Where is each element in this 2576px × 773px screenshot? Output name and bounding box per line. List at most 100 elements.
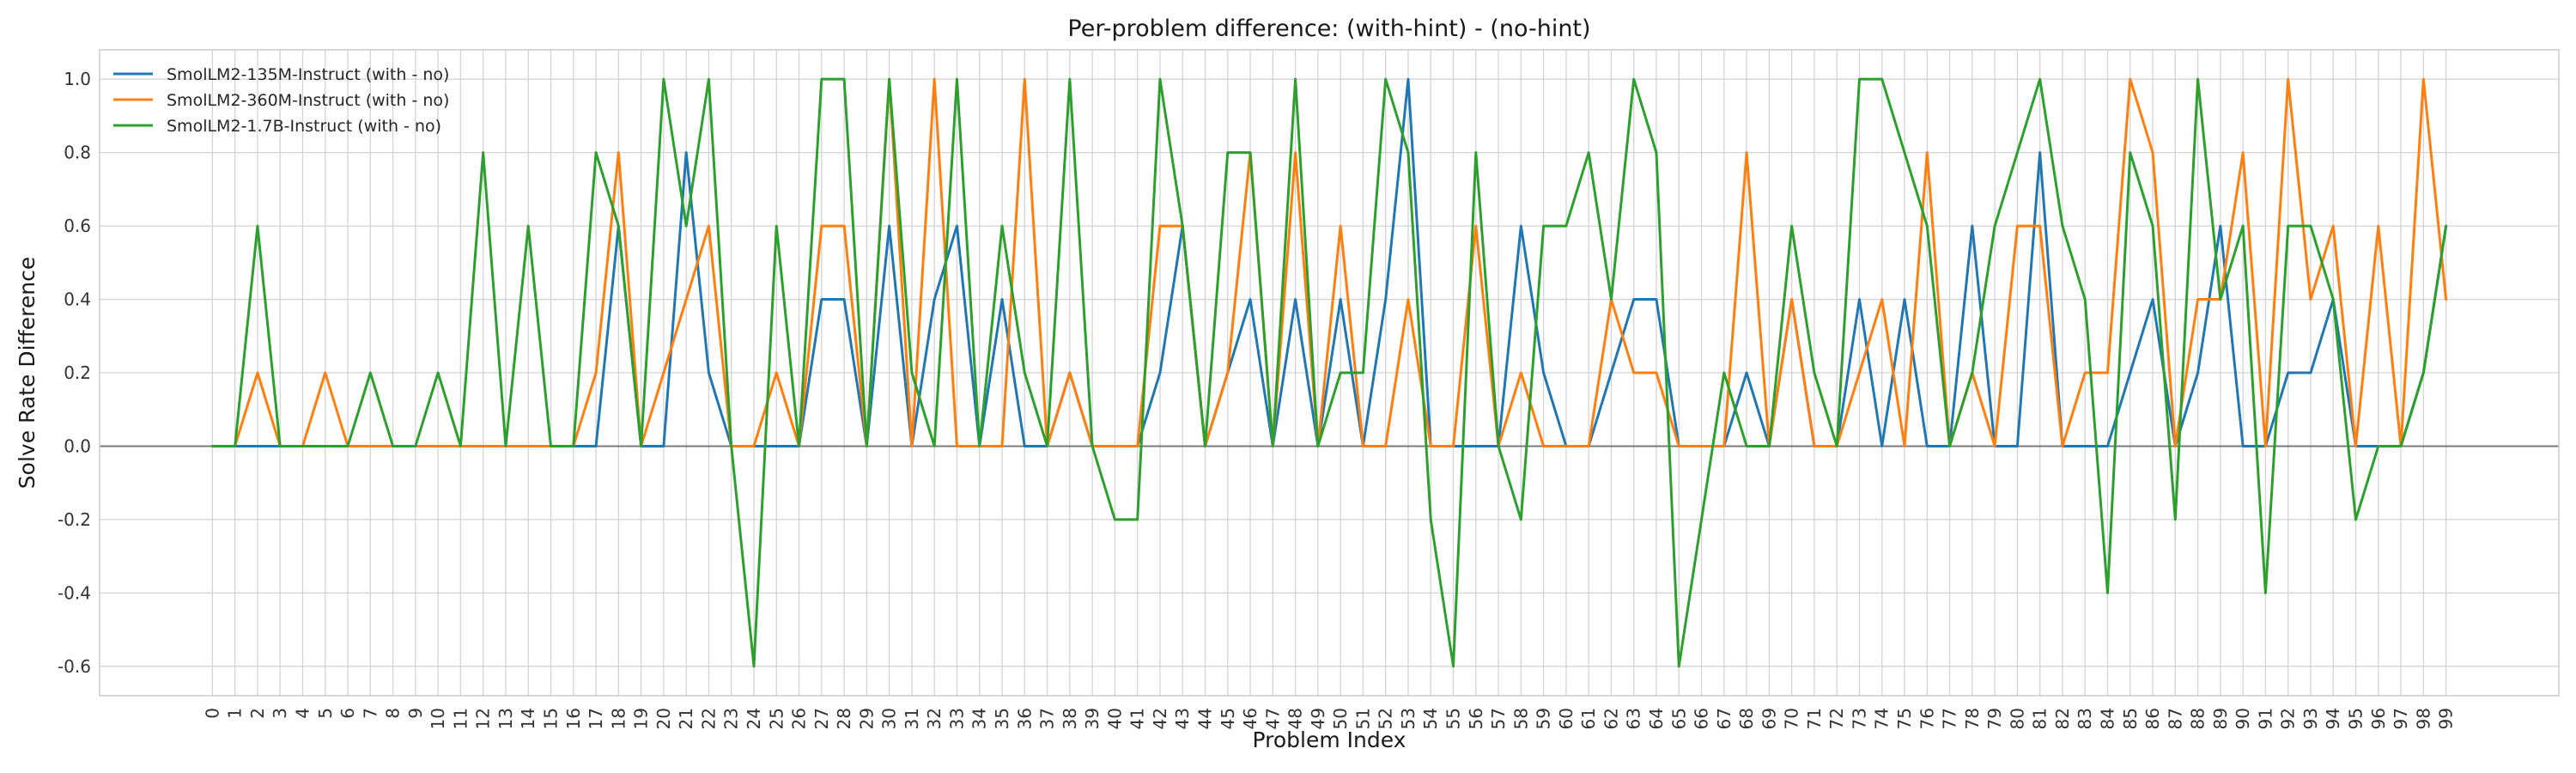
y-axis-label: Solve Rate Difference (15, 257, 39, 489)
x-tick-label: 48 (1285, 708, 1306, 729)
x-tick-label: 27 (811, 708, 832, 729)
x-tick-label: 24 (744, 708, 764, 729)
y-tick-label: 1.0 (64, 69, 91, 89)
x-tick-label: 70 (1782, 708, 1802, 729)
x-tick-label: 82 (2052, 708, 2073, 729)
x-tick-label: 2 (247, 708, 268, 719)
x-tick-label: 81 (2030, 708, 2050, 729)
y-axis-ticks: -0.6 -0.4 -0.2 0.0 0.2 0.4 0.6 0.8 1.0 (58, 69, 91, 677)
x-tick-label: 84 (2097, 708, 2117, 729)
series-line-3 (210, 77, 2448, 668)
x-tick-label: 0 (202, 708, 222, 719)
x-tick-label: 52 (1376, 708, 1396, 729)
x-tick-label: 71 (1804, 708, 1825, 729)
x-tick-label: 94 (2323, 708, 2343, 729)
x-tick-label: 90 (2233, 708, 2253, 729)
x-tick-label: 22 (698, 708, 719, 729)
x-tick-label: 3 (270, 708, 290, 719)
plot-frame (99, 49, 2560, 697)
x-tick-label: 60 (1556, 708, 1577, 729)
x-tick-label: 23 (721, 708, 742, 729)
x-tick-label: 55 (1443, 708, 1464, 729)
y-tick-label: 0.8 (64, 143, 91, 163)
y-tick-label: 0.4 (64, 289, 91, 310)
x-tick-label: 44 (1194, 708, 1215, 729)
x-tick-label: 91 (2255, 708, 2275, 729)
x-tick-label: 64 (1646, 708, 1667, 729)
x-tick-label: 57 (1488, 708, 1509, 729)
chart-title: Per-problem difference: (with-hint) - (n… (1067, 15, 1590, 42)
x-tick-label: 53 (1398, 708, 1419, 729)
legend-label-3: SmolLM2-1.7B-Instruct (with - no) (167, 117, 441, 136)
x-tick-label: 49 (1308, 708, 1328, 729)
x-tick-label: 46 (1240, 708, 1261, 729)
y-tick-label: 0.2 (64, 362, 91, 383)
x-tick-label: 66 (1692, 708, 1712, 729)
x-tick-label: 37 (1037, 708, 1058, 729)
x-tick-label: 96 (2368, 708, 2389, 729)
plot-area (99, 49, 2560, 697)
x-tick-label: 6 (337, 708, 358, 719)
x-tick-label: 12 (473, 708, 494, 729)
x-tick-label: 77 (1940, 708, 1960, 729)
x-tick-label: 68 (1736, 708, 1757, 729)
x-tick-label: 10 (428, 708, 448, 729)
x-tick-label: 88 (2188, 708, 2208, 729)
x-tick-label: 89 (2210, 708, 2231, 729)
x-tick-label: 79 (1984, 708, 2005, 729)
x-tick-label: 62 (1601, 708, 1621, 729)
x-tick-label: 20 (653, 708, 674, 729)
x-tick-label: 73 (1849, 708, 1869, 729)
x-tick-label: 15 (541, 708, 562, 729)
x-tick-label: 51 (1352, 708, 1373, 729)
x-tick-label: 30 (879, 708, 900, 729)
x-tick-label: 16 (563, 708, 584, 729)
x-tick-label: 80 (2007, 708, 2027, 729)
series-line-2 (210, 77, 2448, 447)
x-tick-label: 18 (608, 708, 629, 729)
x-tick-label: 8 (383, 708, 404, 719)
x-tick-label: 45 (1218, 708, 1238, 729)
x-tick-label: 7 (360, 708, 380, 719)
y-tick-label: -0.4 (58, 582, 91, 603)
x-tick-label: 87 (2165, 708, 2185, 729)
x-tick-label: 97 (2391, 708, 2411, 729)
x-tick-label: 38 (1060, 708, 1080, 729)
x-tick-label: 50 (1330, 708, 1351, 729)
y-tick-label: 0.6 (64, 216, 91, 236)
x-tick-label: 26 (789, 708, 810, 729)
x-tick-label: 67 (1714, 708, 1735, 729)
x-tick-label: 98 (2413, 708, 2433, 729)
x-tick-label: 5 (315, 708, 336, 719)
x-tick-label: 19 (631, 708, 652, 729)
x-tick-label: 4 (292, 708, 313, 719)
x-axis-ticks: 0 1 2 3 4 5 6 7 8 9 10 11 12 13 14 15 16 17 18 19 20 21 22 23 24… (202, 708, 2456, 729)
x-tick-label: 74 (1872, 708, 1893, 729)
x-tick-label: 47 (1262, 708, 1283, 729)
x-tick-label: 13 (495, 708, 516, 729)
y-tick-label: -0.2 (58, 509, 91, 530)
x-tick-label: 95 (2346, 708, 2366, 729)
x-tick-label: 41 (1127, 708, 1148, 729)
x-tick-label: 25 (766, 708, 787, 729)
x-tick-label: 1 (225, 708, 246, 719)
legend-label-1: SmolLM2-135M-Instruct (with - no) (167, 65, 449, 84)
x-tick-label: 17 (586, 708, 606, 729)
x-tick-label: 61 (1578, 708, 1599, 729)
x-tick-label: 59 (1534, 708, 1554, 729)
x-tick-label: 56 (1466, 708, 1486, 729)
x-tick-label: 76 (1917, 708, 1937, 729)
x-tick-label: 42 (1150, 708, 1170, 729)
x-tick-label: 14 (518, 708, 538, 729)
x-tick-label: 28 (834, 708, 854, 729)
x-tick-label: 31 (902, 708, 922, 729)
x-tick-label: 78 (1962, 708, 1983, 729)
x-tick-label: 65 (1668, 708, 1689, 729)
x-tick-label: 35 (992, 708, 1012, 729)
x-tick-label: 9 (405, 708, 426, 719)
x-tick-label: 99 (2436, 708, 2457, 729)
x-tick-label: 54 (1420, 708, 1441, 729)
x-tick-label: 72 (1826, 708, 1847, 729)
x-tick-label: 11 (450, 708, 471, 729)
